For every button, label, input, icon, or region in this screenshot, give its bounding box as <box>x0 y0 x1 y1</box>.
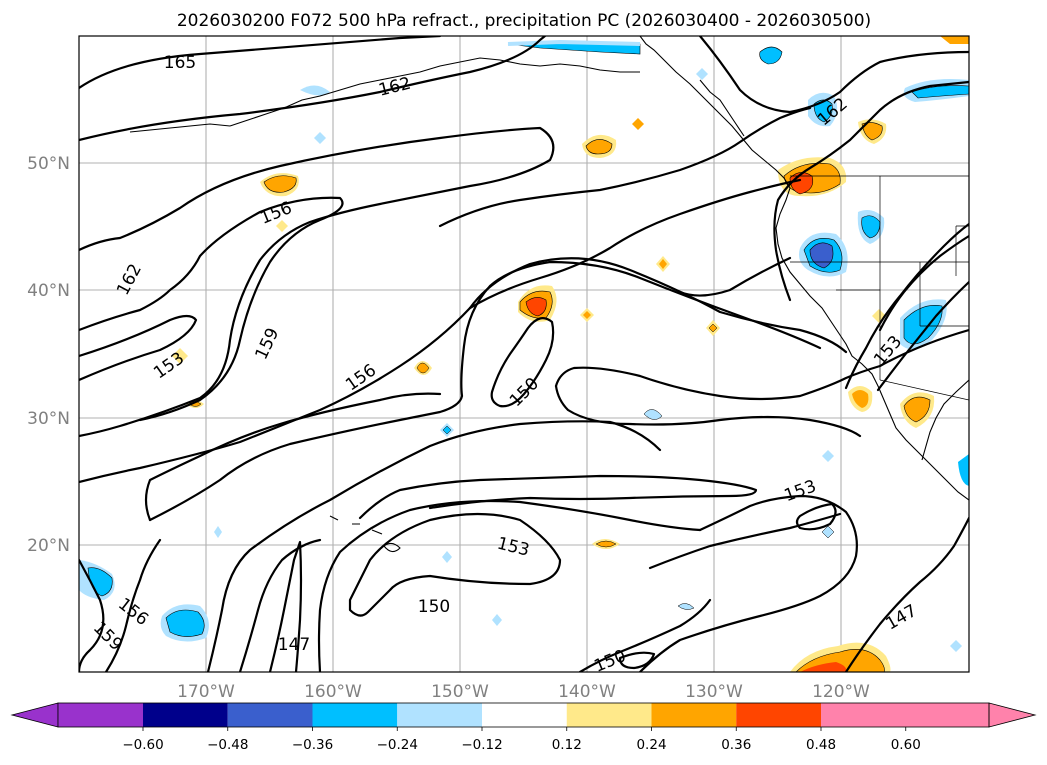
colorbar-swatch <box>58 703 143 727</box>
lat-label: 40°N <box>27 281 70 301</box>
lon-label: 160°W <box>304 682 362 702</box>
coastlines <box>129 36 969 553</box>
lon-label: 120°W <box>812 682 870 702</box>
colorbar-swatch <box>143 703 228 727</box>
lat-label: 50°N <box>27 154 70 174</box>
precipitation-shading <box>79 36 969 672</box>
latitude-labels: 50°N 40°N 30°N 20°N <box>27 154 70 556</box>
colorbar-tick-label: −0.60 <box>122 737 163 753</box>
lon-label: 170°W <box>177 682 235 702</box>
map-title: 2026030200 F072 500 hPa refract., precip… <box>177 11 871 31</box>
lat-label: 30°N <box>27 409 70 429</box>
graticule <box>79 36 969 672</box>
contour-label: 150 <box>418 597 450 617</box>
colorbar-swatch <box>651 703 737 727</box>
contour-label: 147 <box>278 635 310 655</box>
colorbar-tick-label: −0.48 <box>207 737 248 753</box>
colorbar-swatch <box>227 703 313 727</box>
lon-label: 140°W <box>558 682 616 702</box>
colorbar-tick-label: 0.60 <box>891 737 921 753</box>
colorbar-swatch <box>566 703 652 727</box>
contour-label: 165 <box>164 53 196 73</box>
colorbar <box>10 702 1037 728</box>
colorbar-extend-min <box>10 702 59 728</box>
colorbar-ticks: −0.60 −0.48 −0.36 −0.24 −0.12 0.12 0.24 0.36 0.4… <box>122 727 921 753</box>
lon-label: 150°W <box>431 682 489 702</box>
state-borders <box>790 175 969 401</box>
colorbar-tick-label: 0.36 <box>721 737 751 753</box>
colorbar-swatch <box>312 703 398 727</box>
colorbar-tick-label: 0.24 <box>636 737 666 753</box>
colorbar-tick-label: −0.36 <box>292 737 333 753</box>
refractivity-contours <box>79 36 969 672</box>
colorbar-swatch <box>482 703 567 727</box>
map-frame <box>78 35 970 673</box>
colorbar-swatch <box>397 703 482 727</box>
colorbar-tick-label: 0.12 <box>552 737 582 753</box>
map-panel <box>79 36 969 672</box>
colorbar-outline <box>57 702 990 728</box>
colorbar-tick-label: 0.48 <box>806 737 836 753</box>
lon-label: 130°W <box>685 682 743 702</box>
longitude-labels: 170°W 160°W 150°W 140°W 130°W 120°W <box>177 682 870 702</box>
colorbar-tick-label: −0.12 <box>461 737 502 753</box>
colorbar-tick-label: −0.24 <box>377 737 418 753</box>
colorbar-swatch <box>736 703 821 727</box>
lat-label: 20°N <box>27 536 70 556</box>
colorbar-extend-max <box>988 702 1037 728</box>
colorbar-swatch <box>821 703 989 727</box>
